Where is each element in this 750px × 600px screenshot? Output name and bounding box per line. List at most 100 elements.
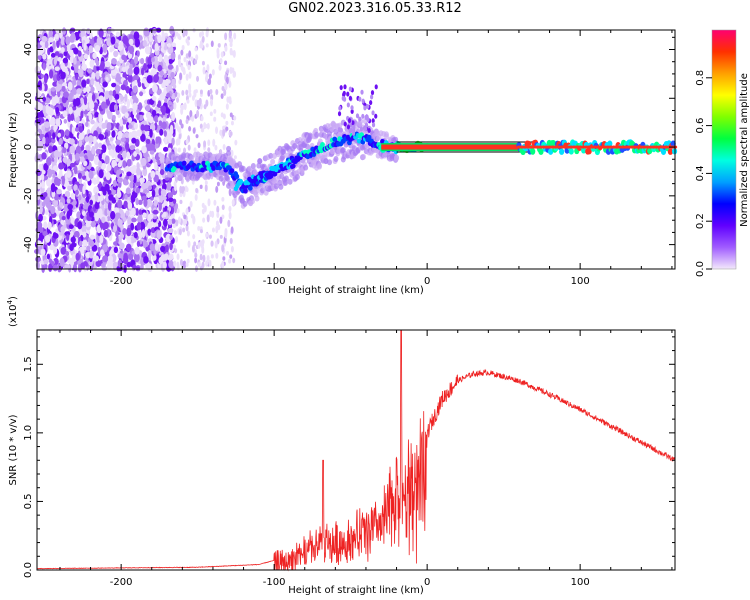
noise-cell	[76, 211, 82, 220]
noise-cell	[173, 230, 177, 235]
snr-x-label: Height of straight line (km)	[288, 585, 424, 596]
band-core-cell	[657, 145, 662, 149]
noise-cell	[139, 91, 144, 97]
noise-cell	[52, 81, 58, 87]
noise-cell	[173, 205, 177, 214]
noise-cell	[128, 38, 134, 46]
noise-cell	[94, 121, 99, 128]
noise-cell	[41, 125, 46, 131]
band-core-cell	[562, 145, 568, 149]
noise-cell	[107, 27, 112, 35]
noise-cell	[93, 255, 100, 262]
noise-cell	[67, 185, 72, 191]
noise-cell	[107, 259, 114, 267]
noise-cell	[163, 146, 169, 152]
noise-cell	[76, 88, 82, 95]
noise-cell	[110, 69, 117, 76]
noise-cell	[108, 145, 112, 150]
noise-cell	[80, 262, 86, 270]
noise-cell	[215, 126, 219, 135]
noise-cell	[178, 228, 182, 236]
ridge-halo	[260, 182, 266, 189]
noise-cell	[36, 90, 41, 99]
noise-cell	[234, 139, 238, 146]
ridge-wisp	[371, 118, 375, 124]
noise-cell	[125, 151, 131, 159]
noise-cell	[191, 115, 195, 122]
noise-cell	[158, 152, 162, 158]
band-core-cell	[584, 145, 589, 149]
noise-cell	[161, 107, 166, 116]
noise-cell	[94, 202, 100, 210]
ridge-halo	[240, 165, 246, 172]
ridge-wisp	[350, 108, 354, 114]
noise-cell	[200, 115, 204, 122]
noise-cell	[177, 92, 181, 99]
noise-cell	[37, 80, 42, 89]
noise-cell	[82, 63, 88, 71]
noise-cell	[166, 36, 172, 46]
noise-cell	[36, 112, 43, 118]
noise-cell	[173, 181, 177, 187]
band-core-cell	[577, 145, 583, 149]
noise-cell	[127, 116, 133, 124]
noise-cell	[44, 40, 49, 49]
noise-cell	[205, 30, 209, 38]
noise-cell	[104, 131, 109, 137]
noise-cell	[203, 140, 207, 148]
noise-cell	[93, 65, 97, 75]
noise-cell	[127, 73, 133, 83]
noise-cell	[88, 134, 94, 144]
band-cell	[559, 148, 565, 155]
ridge-halo	[292, 143, 298, 150]
spectrogram-marks	[164, 84, 678, 209]
noise-cell	[54, 33, 59, 40]
noise-cell	[59, 202, 64, 208]
noise-cell	[60, 247, 67, 255]
noise-cell	[88, 170, 94, 179]
noise-cell	[69, 162, 76, 168]
noise-cell	[62, 147, 67, 154]
noise-cell	[60, 226, 65, 234]
noise-cell	[110, 36, 116, 45]
noise-cell	[73, 165, 78, 175]
noise-cell	[82, 185, 86, 195]
noise-cell	[179, 185, 183, 194]
ridge-wisp	[363, 126, 368, 132]
noise-cell	[163, 253, 169, 261]
noise-cell	[54, 66, 60, 72]
colorbar-label: Normalized spectral amplitude	[739, 73, 750, 227]
noise-cell	[60, 47, 65, 53]
noise-cell	[48, 69, 54, 79]
noise-cell	[96, 72, 100, 80]
ridge-cell	[320, 142, 325, 148]
noise-cell	[122, 255, 129, 265]
noise-cell	[185, 207, 189, 215]
band-core-cell	[623, 145, 629, 149]
noise-cell	[222, 125, 226, 131]
noise-cell	[67, 113, 72, 123]
noise-cell	[68, 224, 74, 230]
noise-cell	[85, 195, 90, 203]
noise-cell	[108, 194, 114, 201]
ridge-cell	[234, 173, 240, 179]
noise-cell	[213, 116, 217, 122]
band-cell	[660, 148, 667, 155]
noise-cell	[199, 89, 203, 95]
noise-cell	[112, 225, 118, 232]
noise-cell	[168, 218, 172, 226]
noise-cell	[218, 64, 222, 71]
noise-cell	[113, 104, 118, 112]
noise-cell	[61, 215, 66, 221]
spectrogram-x-tick-label: -200	[110, 276, 133, 287]
noise-cell	[82, 231, 87, 238]
colorbar-tick-label: 0.8	[695, 70, 706, 86]
noise-cell	[152, 209, 159, 215]
noise-cell	[113, 246, 119, 254]
noise-cell	[160, 39, 165, 49]
noise-cell	[214, 144, 218, 151]
noise-cell	[231, 50, 235, 56]
noise-cell	[108, 90, 113, 96]
noise-cell	[119, 118, 123, 127]
noise-cell	[88, 101, 95, 110]
